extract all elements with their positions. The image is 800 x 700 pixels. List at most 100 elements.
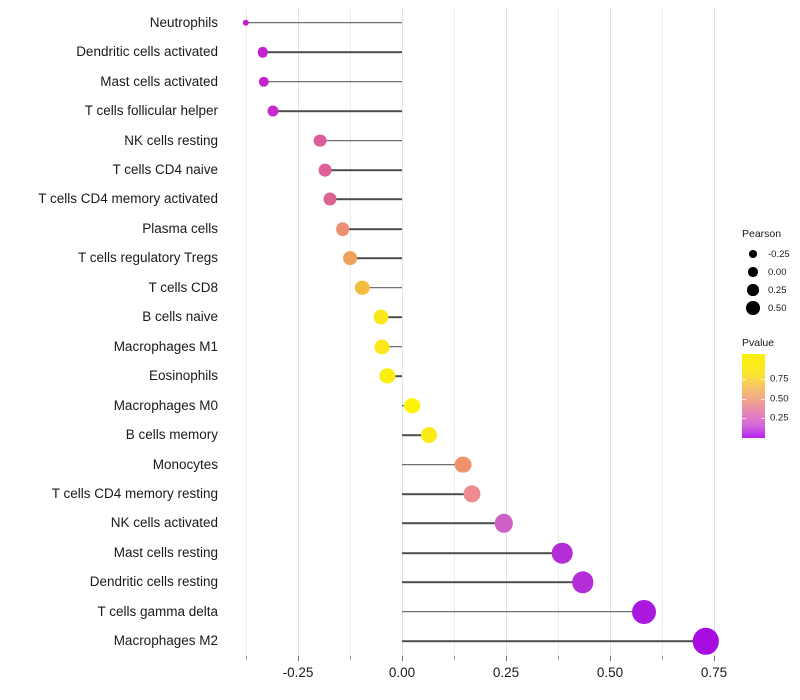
lollipop-stem: [320, 139, 402, 142]
x-axis-tick-minor: [350, 656, 351, 660]
legend-size-dot-icon: [746, 301, 760, 315]
gridline-major: [506, 8, 507, 656]
lollipop-stem: [380, 316, 402, 319]
y-axis-label: T cells follicular helper: [84, 103, 218, 119]
y-axis-label: Macrophages M1: [113, 338, 218, 354]
lollipop-stem: [402, 522, 504, 525]
x-axis-tick: [714, 656, 715, 661]
legend-size-entry: 0.25: [742, 281, 790, 299]
lollipop-stem: [362, 287, 402, 289]
lollipop-point[interactable]: [343, 251, 358, 266]
x-axis-tick-minor: [454, 656, 455, 660]
legend-pearson: Pearson -0.25 0.00 0.25 0.50: [742, 228, 790, 317]
x-axis-tick: [402, 656, 403, 661]
lollipop-stem: [402, 581, 583, 584]
colorbar-tick: [761, 379, 765, 381]
legend-size-dot-icon: [747, 284, 759, 296]
lollipop-point[interactable]: [373, 309, 389, 325]
x-axis: -0.25 0.00 0.25 0.50 0.75: [232, 656, 732, 700]
colorbar-tick: [742, 379, 746, 381]
y-axis-label: T cells CD4 naive: [112, 162, 218, 177]
lollipop-stem: [350, 257, 402, 260]
lollipop-point[interactable]: [404, 397, 421, 414]
lollipop-stem: [402, 493, 473, 495]
y-axis-label: B cells naive: [142, 309, 218, 325]
x-axis-tick-label: 0.25: [492, 665, 520, 680]
y-axis-label: NK cells activated: [110, 515, 218, 531]
gridline-major: [714, 8, 715, 656]
gridline-minor: [662, 8, 663, 656]
gridline-minor: [454, 8, 455, 656]
lollipop-point[interactable]: [355, 280, 370, 296]
colorbar-tick-label: 0.25: [770, 412, 789, 424]
lollipop-point[interactable]: [454, 456, 472, 473]
colorbar-wrap: 0.75 0.50 0.25: [742, 354, 800, 438]
colorbar-tick: [761, 417, 765, 419]
legend-size-label: -0.25: [768, 248, 790, 260]
lollipop-point[interactable]: [314, 134, 327, 147]
y-axis-label: Monocytes: [152, 456, 218, 472]
x-axis-tick-minor: [662, 656, 663, 660]
lollipop-stem: [402, 434, 429, 436]
gridline-minor: [350, 8, 351, 656]
y-axis-label: T cells CD8: [148, 279, 218, 295]
gridline-minor: [558, 8, 559, 656]
legend-size-dot-icon: [749, 250, 757, 258]
lollipop-point[interactable]: [551, 542, 573, 564]
lollipop-point[interactable]: [632, 599, 657, 624]
lollipop-point[interactable]: [463, 485, 481, 503]
lollipop-point[interactable]: [494, 514, 514, 533]
y-axis-label: B cells memory: [125, 427, 218, 443]
lollipop-point[interactable]: [258, 76, 270, 87]
y-axis-label: T cells gamma delta: [97, 603, 218, 619]
x-axis-tick-minor: [246, 656, 247, 660]
y-axis-label: Mast cells activated: [100, 73, 218, 89]
legend-pvalue: Pvalue 0.75 0.50 0.25: [742, 337, 800, 438]
y-axis-label: Dendritic cells resting: [89, 574, 218, 590]
y-axis-label: Mast cells resting: [113, 544, 218, 560]
lollipop-point[interactable]: [379, 368, 396, 384]
lollipop-stem: [330, 198, 402, 201]
lollipop-point[interactable]: [692, 628, 720, 655]
legend-size-label: 0.00: [768, 266, 787, 278]
y-axis-label: T cells regulatory Tregs: [77, 250, 218, 266]
gridline-major: [298, 8, 299, 656]
lollipop-stem: [263, 80, 402, 83]
lollipop-point[interactable]: [420, 427, 437, 444]
lollipop-point[interactable]: [319, 163, 332, 177]
lollipop-stem: [402, 463, 464, 466]
x-axis-tick: [610, 656, 611, 661]
lollipop-stem: [402, 640, 707, 643]
legend-size-label: 0.25: [768, 284, 787, 296]
lollipop-point[interactable]: [267, 105, 279, 117]
lollipop-point[interactable]: [257, 46, 269, 58]
y-axis-label: Macrophages M2: [113, 633, 218, 649]
y-axis-label: Dendritic cells activated: [76, 44, 218, 60]
y-axis-label: Eosinophils: [148, 368, 218, 384]
x-axis-tick-label: 0.75: [700, 665, 728, 680]
x-axis-tick-label: 0.00: [388, 665, 416, 680]
colorbar-tick: [742, 398, 746, 400]
legend-pearson-title: Pearson: [742, 228, 782, 240]
lollipop-point[interactable]: [374, 339, 390, 355]
legend-size-dot-icon: [748, 267, 758, 277]
legend-size-swatch-wrap: [742, 301, 764, 315]
lollipop-point[interactable]: [335, 222, 350, 236]
x-axis-tick-label: -0.25: [282, 665, 314, 680]
lollipop-stem: [273, 110, 402, 112]
y-axis-label: Plasma cells: [142, 220, 218, 236]
lollipop-point[interactable]: [242, 19, 250, 26]
legend-pvalue-title: Pvalue: [742, 337, 775, 349]
y-axis-labels: Neutrophils Dendritic cells activated Mast…: [0, 0, 222, 700]
x-axis-tick: [506, 656, 507, 661]
legend-size-entry: 0.50: [742, 299, 790, 317]
legend-size-swatch-wrap: [742, 250, 764, 258]
lollipop-point[interactable]: [323, 192, 337, 206]
colorbar-gradient: [742, 354, 765, 438]
lollipop-point[interactable]: [571, 571, 594, 594]
x-axis-tick-label: 0.50: [596, 665, 624, 680]
lollipop-stem: [402, 552, 563, 554]
colorbar-tick-labels: 0.75 0.50 0.25: [765, 354, 800, 438]
y-axis-label: NK cells resting: [124, 132, 218, 148]
